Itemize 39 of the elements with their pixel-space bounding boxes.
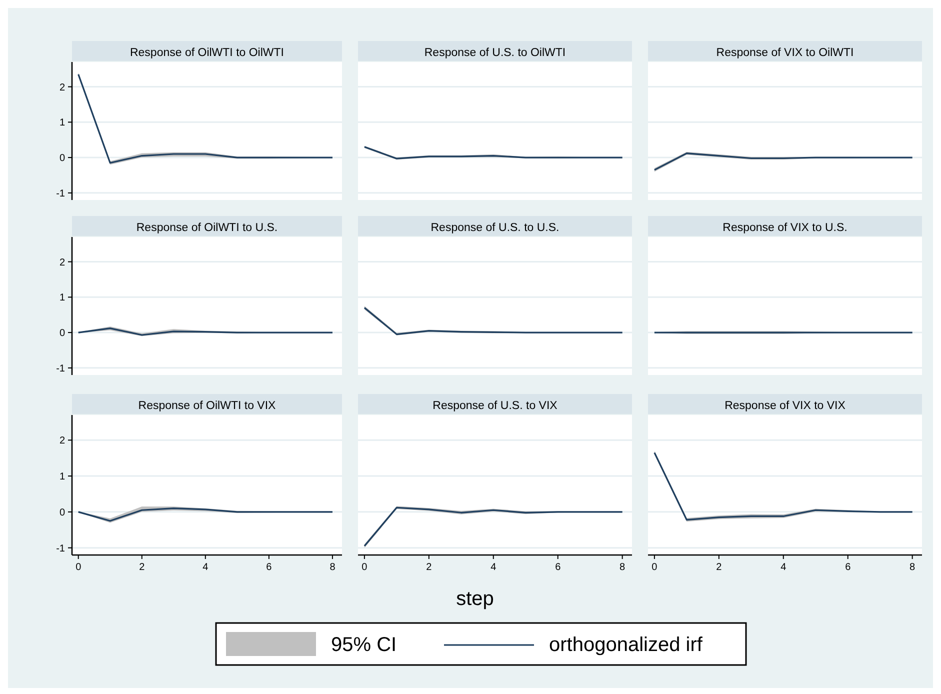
y-tick-label: 1	[59, 118, 66, 129]
chart-title: Response of OilWTI to OilWTI	[130, 47, 284, 59]
chart-title: Response of VIX to U.S.	[722, 222, 848, 234]
x-tick-label: 2	[139, 562, 146, 573]
chart-title: Response of U.S. to VIX	[432, 400, 558, 412]
x-axis-title: step	[456, 588, 494, 610]
x-tick-label: 4	[202, 562, 209, 573]
chart-title: Response of OilWTI to VIX	[138, 400, 276, 412]
chart-title: Response of U.S. to U.S.	[430, 222, 560, 234]
y-tick-label: 0	[59, 328, 66, 340]
chart-title: Response of U.S. to OilWTI	[424, 47, 566, 59]
y-tick-label: 1	[59, 292, 66, 304]
y-tick-label: -1	[56, 188, 66, 200]
x-tick-label: 6	[845, 562, 852, 573]
x-tick-label: 0	[362, 562, 368, 573]
y-tick-label: 2	[59, 436, 66, 447]
x-tick-label: 8	[620, 562, 626, 573]
y-tick-label: 2	[59, 257, 66, 268]
text: 95% CI	[331, 634, 397, 656]
legend-label: orthogonalized irf	[549, 634, 703, 656]
y-tick-label: -1	[56, 543, 66, 554]
x-tick-label: 0	[76, 562, 82, 573]
y-tick-label: 1	[59, 472, 66, 483]
x-tick-label: 6	[555, 562, 562, 573]
chart-title: Response of VIX to OilWTI	[716, 47, 854, 59]
chart-title: Response of OilWTI to U.S.	[136, 222, 278, 234]
x-tick-label: 2	[426, 562, 432, 573]
y-tick-label: -1	[56, 363, 66, 374]
x-tick-label: 6	[266, 562, 272, 573]
chart-title: Response of VIX to VIX	[724, 400, 846, 412]
x-tick-label: 2	[716, 562, 722, 573]
y-tick-label: 0	[59, 507, 66, 518]
x-tick-label: 4	[490, 562, 497, 573]
x-tick-label: 8	[910, 562, 916, 573]
x-tick-label: 4	[780, 562, 787, 573]
y-tick-label: 2	[59, 82, 66, 94]
x-tick-label: 8	[330, 562, 336, 573]
x-tick-label: 0	[652, 562, 658, 573]
y-tick-label: 0	[59, 153, 66, 164]
